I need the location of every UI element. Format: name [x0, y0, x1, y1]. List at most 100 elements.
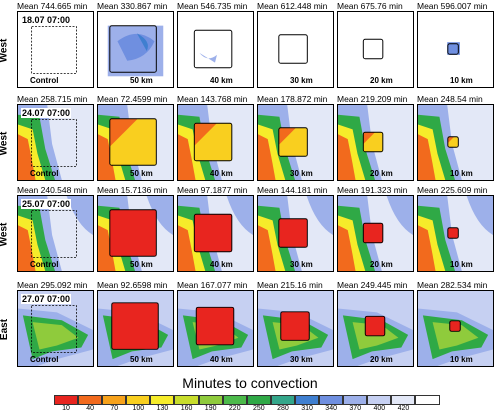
field-map: [338, 291, 413, 366]
map-panel: 25.07 07:00 Control: [17, 195, 94, 272]
field-map: [98, 196, 173, 271]
panel-experiment-label: 40 km: [210, 76, 233, 85]
panel-mean-value: Mean 282.534 min: [417, 280, 488, 290]
colorbar-segment: [126, 395, 151, 405]
colorbar-tick-label: 370: [349, 405, 362, 412]
colorbar-tick-label: 190: [204, 405, 217, 412]
panel-mean-value: Mean 143.768 min: [177, 94, 248, 104]
colorbar-tick-label: 130: [156, 405, 169, 412]
field-map: [178, 105, 253, 180]
panel-mean-value: Mean 675.76 min: [337, 1, 403, 11]
panel-mean-value: Mean 330.867 min: [97, 1, 168, 11]
panel-experiment-label: 50 km: [130, 169, 153, 178]
panel-mean-value: Mean 215.16 min: [257, 280, 323, 290]
map-panel: 40 km: [177, 290, 254, 367]
map-panel: 10 km: [417, 195, 494, 272]
colorbar-tick-label: 340: [325, 405, 337, 412]
map-panel: 30 km: [257, 104, 334, 181]
field-map: [258, 105, 333, 180]
panel-experiment-label: 30 km: [290, 169, 313, 178]
row-label-region: West: [0, 131, 10, 156]
map-panel: 20 km: [337, 290, 414, 367]
field-map: [31, 26, 77, 74]
map-panel: 40 km: [177, 195, 254, 272]
colorbar-segment: [150, 395, 175, 405]
field-map: [338, 196, 413, 271]
panel-date: 18.07 07:00: [21, 15, 72, 25]
colorbar-segment: [391, 395, 416, 405]
panel-experiment-label: 20 km: [370, 355, 393, 364]
panel-mean-value: Mean 15.7136 min: [97, 185, 168, 195]
map-panel: 27.07 07:00 Control: [17, 290, 94, 367]
panel-mean-value: Mean 219.209 min: [337, 94, 408, 104]
field-map: [178, 291, 253, 366]
panel-date: 24.07 07:00: [21, 108, 72, 118]
panel-mean-value: Mean 295.092 min: [17, 280, 88, 290]
colorbar-tick-label: 310: [301, 405, 313, 412]
panel-mean-value: Mean 225.609 min: [417, 185, 488, 195]
panel-experiment-label: 50 km: [130, 355, 153, 364]
colorbar-tick-label: 70: [110, 405, 119, 412]
panel-experiment-label: 50 km: [130, 76, 153, 85]
panel-experiment-label: Control: [30, 260, 59, 269]
panel-mean-value: Mean 191.323 min: [337, 185, 408, 195]
map-panel: 40 km: [177, 104, 254, 181]
field-map: [258, 196, 333, 271]
map-panel: 30 km: [257, 11, 334, 88]
panel-mean-value: Mean 97.1877 min: [177, 185, 248, 195]
panel-experiment-label: 10 km: [450, 260, 473, 269]
row-label-region: West: [0, 222, 10, 247]
map-panel: 20 km: [337, 104, 414, 181]
field-map: [418, 196, 493, 271]
field-map: [193, 29, 233, 69]
panel-experiment-label: 20 km: [370, 169, 393, 178]
panel-experiment-label: 20 km: [370, 260, 393, 269]
panel-date: 27.07 07:00: [21, 294, 72, 304]
panel-mean-value: Mean 92.6598 min: [97, 280, 168, 290]
colorbar: [54, 395, 440, 405]
panel-mean-value: Mean 596.007 min: [417, 1, 488, 11]
panel-mean-value: Mean 72.4599 min: [97, 94, 168, 104]
panel-mean-value: Mean 612.448 min: [257, 1, 328, 11]
panel-mean-value: Mean 249.445 min: [337, 280, 408, 290]
colorbar-segment: [222, 395, 247, 405]
colorbar-tick-label: 280: [277, 405, 289, 412]
map-panel: 20 km: [337, 11, 414, 88]
colorbar-tick-label: 10: [62, 405, 70, 412]
panel-mean-value: Mean 248.54 min: [417, 94, 483, 104]
map-panel: 10 km: [417, 290, 494, 367]
row-label-region: West: [0, 38, 10, 63]
map-panel: 30 km: [257, 290, 334, 367]
map-panel: 18.07 07:00 Control: [17, 11, 94, 88]
panel-experiment-label: 20 km: [370, 76, 393, 85]
colorbar-title: Minutes to convection: [182, 375, 318, 391]
colorbar-tick-label: 100: [132, 405, 145, 412]
colorbar-segment: [415, 395, 440, 405]
field-map: [278, 34, 308, 64]
colorbar-segment: [174, 395, 199, 405]
panel-mean-value: Mean 744.665 min: [17, 1, 88, 11]
field-map: [98, 105, 173, 180]
map-panel: 50 km: [97, 11, 174, 88]
colorbar-segment: [294, 395, 320, 405]
map-panel: 50 km: [97, 290, 174, 367]
panel-mean-value: Mean 167.077 min: [177, 280, 248, 290]
panel-date: 25.07 07:00: [21, 199, 72, 209]
colorbar-segment: [319, 395, 344, 405]
map-panel: 20 km: [337, 195, 414, 272]
colorbar-tick-label: 250: [253, 405, 265, 412]
figure-grid: West Mean 744.665 min 18.07 07:00 Control Me…: [0, 1, 494, 367]
field-map: [447, 42, 460, 55]
panel-experiment-label: Control: [30, 355, 59, 364]
colorbar-segment: [343, 395, 368, 405]
panel-experiment-label: 40 km: [210, 169, 233, 178]
panel-mean-value: Mean 258.715 min: [17, 94, 88, 104]
colorbar-segment: [54, 395, 79, 405]
panel-experiment-label: 30 km: [290, 260, 313, 269]
colorbar-segment: [78, 395, 103, 405]
panel-mean-value: Mean 240.548 min: [17, 185, 88, 195]
colorbar-tick-label: 220: [228, 405, 241, 412]
panel-experiment-label: Control: [30, 76, 59, 85]
colorbar-segment: [270, 395, 295, 405]
map-panel: 10 km: [417, 104, 494, 181]
